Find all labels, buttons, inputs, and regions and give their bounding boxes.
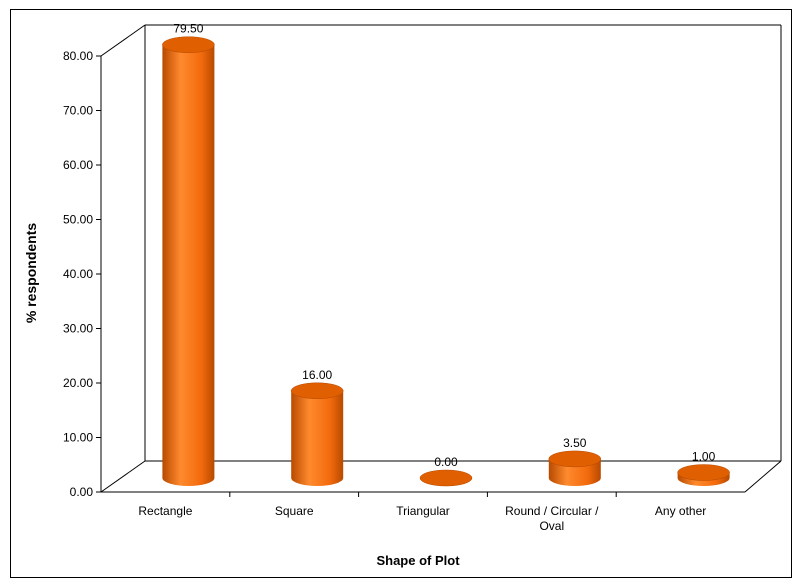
y-tick-label: 10.00: [63, 431, 93, 445]
bar-top: [677, 464, 730, 481]
bar-top: [162, 36, 215, 53]
side-wall-top: [100, 24, 146, 57]
data-label: 79.50: [173, 22, 203, 36]
y-tick-label: 40.00: [63, 267, 93, 281]
bar-top: [419, 469, 473, 487]
y-tick-label: 0.00: [70, 485, 94, 499]
bar-body: [291, 390, 344, 486]
y-tick-label: 60.00: [63, 158, 93, 172]
bar: [419, 469, 473, 487]
bar: [290, 382, 344, 486]
y-tick-label: 30.00: [63, 322, 93, 336]
x-tick-label: Square: [275, 504, 314, 518]
y-tick-label: 70.00: [63, 104, 93, 118]
y-tick-label: 80.00: [63, 49, 93, 63]
bar-top: [548, 450, 602, 468]
bar: [162, 36, 215, 486]
data-label: 16.00: [302, 368, 332, 382]
data-label: 3.50: [563, 436, 587, 450]
x-tick-label: Round / Circular / Oval: [505, 504, 599, 533]
bar-body: [162, 44, 215, 486]
data-label: 0.00: [434, 455, 458, 469]
x-tick-label: Any other: [655, 504, 706, 518]
y-tick-label: 20.00: [63, 376, 93, 390]
x-axis-title: Shape of Plot: [376, 553, 460, 568]
x-tick-label: Triangular: [396, 504, 450, 518]
bar: [677, 464, 730, 486]
data-label: 1.00: [692, 450, 716, 464]
y-axis-title: % respondents: [23, 223, 39, 324]
outer-frame: [10, 9, 792, 578]
floor-right-edge: [744, 460, 782, 493]
bar-top: [290, 382, 344, 400]
y-tick-label: 50.00: [63, 213, 93, 227]
x-tick-label: Rectangle: [138, 504, 192, 518]
bar: [548, 450, 602, 486]
floor-left-edge: [100, 460, 146, 493]
